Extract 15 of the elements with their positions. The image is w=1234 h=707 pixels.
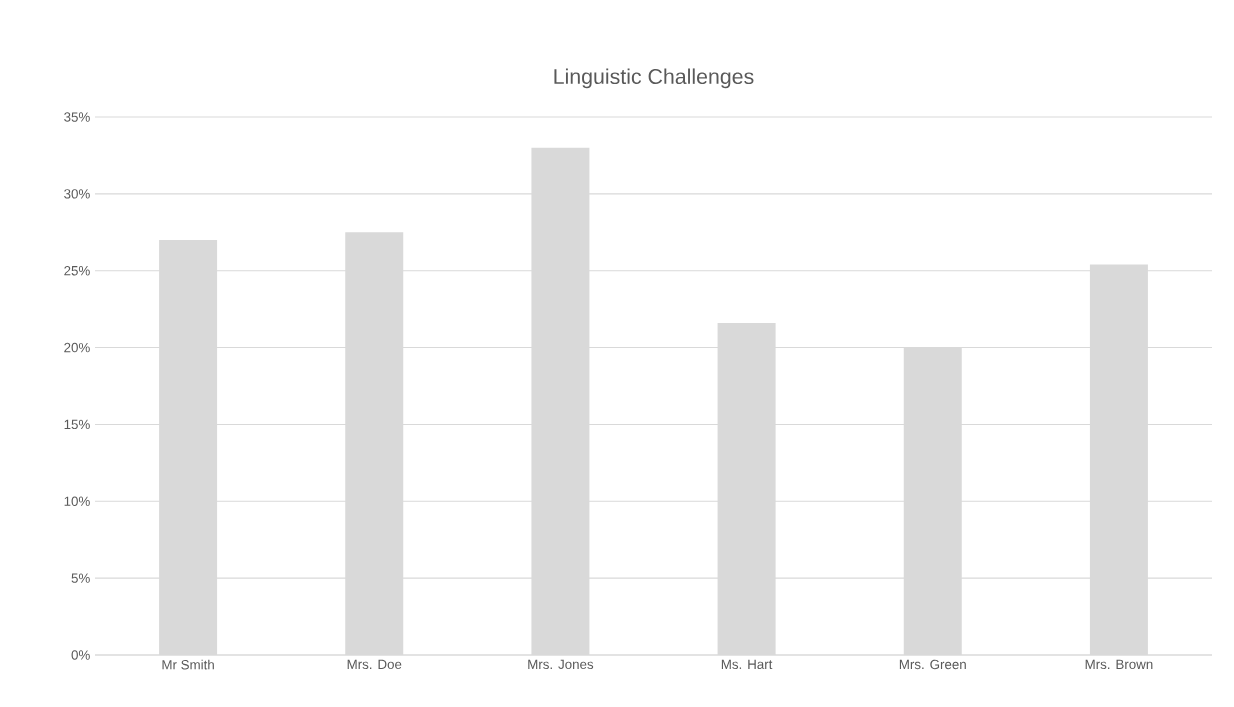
x-tick-label: Mrs. Doe (347, 659, 402, 670)
x-tick-label: Mrs. Brown (1085, 659, 1153, 670)
x-tick-label: Ms. Hart (721, 659, 773, 670)
y-tick-label: 5% (71, 573, 90, 583)
x-tick-label: Mrs. Green (899, 659, 966, 670)
y-tick-label: 35% (64, 112, 90, 122)
y-tick-label: 0% (71, 650, 90, 660)
y-tick-label: 10% (64, 496, 90, 506)
y-tick-label: 25% (64, 266, 90, 276)
x-tick-label: Mr Smith (162, 659, 214, 670)
y-tick-label: 20% (64, 342, 90, 353)
x-tick-label: Mrs. Jones (528, 659, 594, 670)
chart-title: Linguistic Challenges (554, 68, 754, 89)
y-tick-label: 15% (64, 419, 90, 430)
y-tick-label: 30% (64, 189, 90, 199)
